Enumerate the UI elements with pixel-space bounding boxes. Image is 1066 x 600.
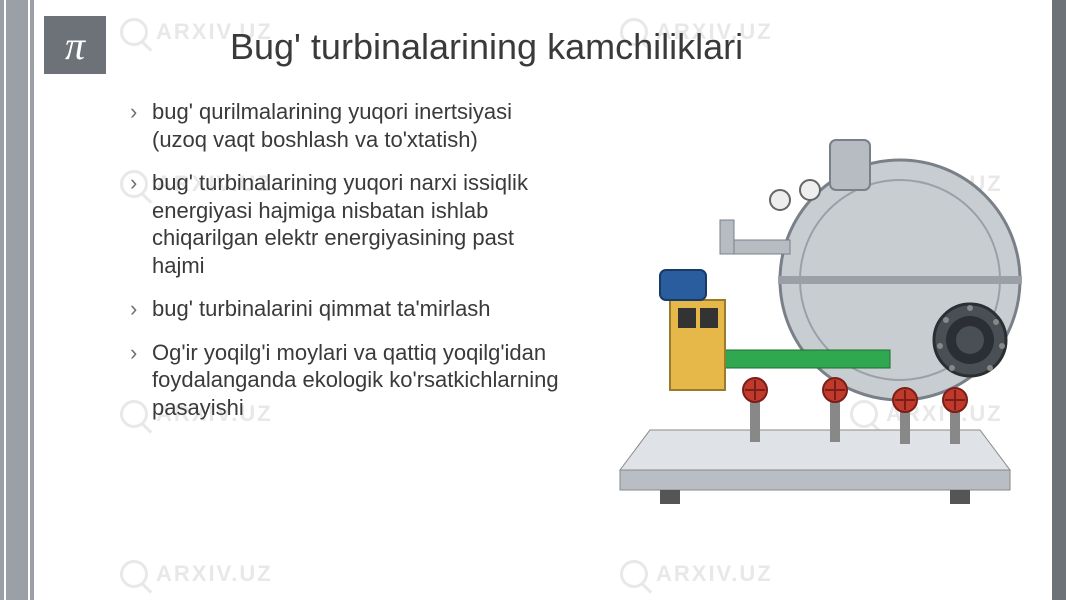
bullet-list: bug' qurilmalarining yuqori inertsiyasi … [130,98,560,421]
watermark: ARXIV.UZ [120,560,273,588]
bullet-item: bug' turbinalarini qimmat ta'mirlash [130,295,560,323]
slide-title: Bug' turbinalarining kamchiliklari [230,26,743,68]
bullet-item: bug' qurilmalarining yuqori inertsiyasi … [130,98,560,153]
left-stripe [0,0,34,600]
turbine-image [600,90,1030,520]
pi-icon: π [44,16,106,74]
slide-container: ARXIV.UZ ARXIV.UZ ARXIV.UZ ARXIV.UZ ARXI… [0,0,1066,600]
bullet-item: Og'ir yoqilg'i moylari va qattiq yoqilg'… [130,339,560,422]
bullet-list-container: bug' qurilmalarining yuqori inertsiyasi … [130,98,560,437]
right-stripe [1052,0,1066,600]
watermark: ARXIV.UZ [620,560,773,588]
bullet-item: bug' turbinalarining yuqori narxi issiql… [130,169,560,279]
